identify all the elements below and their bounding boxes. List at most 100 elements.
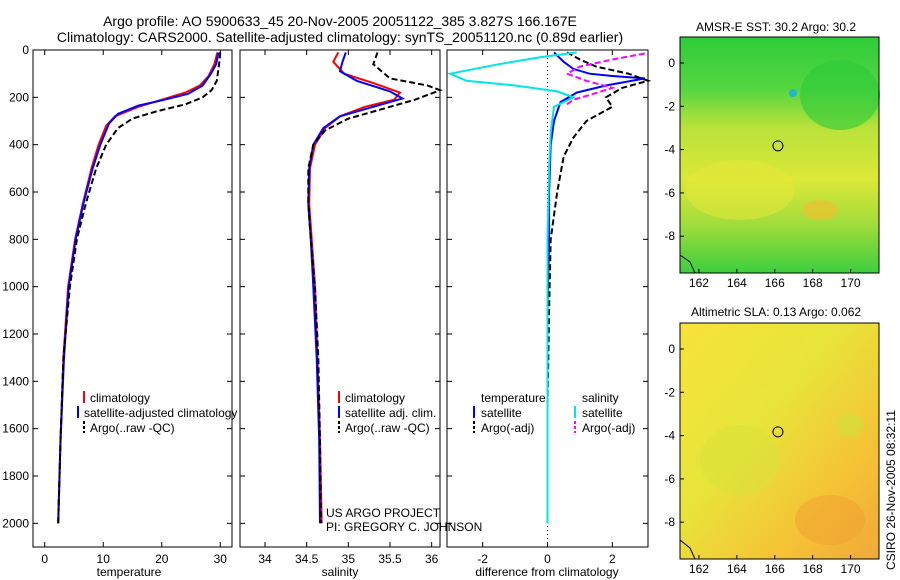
sst-map-yellow-patch: [685, 160, 795, 220]
series-line-climatology: [308, 51, 402, 524]
series-line-temperature-satellite: [546, 51, 645, 524]
salinity-legend: climatology satellite adj. clim. Argo(..…: [338, 391, 436, 435]
map-x-tick-label: 170: [841, 562, 861, 576]
y-tick-label: 1600: [2, 422, 29, 436]
difference-legend-temperature-header: temperature: [481, 391, 546, 405]
pi-annotation: PI: GREGORY C. JOHNSON: [326, 520, 482, 534]
difference-legend: temperature satellite Argo(-adj) salinit…: [473, 391, 635, 435]
difference-legend-salinity-header: salinity: [582, 391, 619, 405]
x-tick-label: 35: [342, 552, 356, 566]
x-tick-label: 0: [544, 552, 551, 566]
x-tick-label: 34.5: [295, 552, 319, 566]
map-x-tick-label: 164: [727, 562, 747, 576]
temperature-legend-climatology: climatology: [90, 391, 150, 405]
map-y-tick-label: -6: [664, 472, 675, 486]
y-tick-label: 200: [9, 90, 29, 104]
temperature-plot-area: 0 10 20 30 0 200 400 600 800 1000 1200 1400 1600 1800…: [2, 43, 232, 566]
argo-float-marker: [772, 140, 784, 152]
map-x-tick-label: 166: [765, 562, 785, 576]
sla-map-orange-patch: [795, 495, 865, 545]
argo-float-marker: [772, 426, 784, 438]
sst-map-cyan-spot: [789, 89, 797, 97]
project-annotation: US ARGO PROJECT: [326, 506, 441, 520]
x-tick-label: 36: [425, 552, 439, 566]
salinity-legend-climatology: climatology: [345, 391, 405, 405]
sla-map-title: Altimetric SLA: 0.13 Argo: 0.062: [691, 305, 861, 319]
temperature-legend-satellite: satellite-adjusted climatology: [84, 406, 237, 420]
sst-map-orange-patch: [802, 200, 838, 220]
sst-map-title: AMSR-E SST: 30.2 Argo: 30.2: [696, 20, 856, 34]
difference-legend-sal-argo: Argo(-adj): [582, 421, 635, 435]
sla-map-frame: [679, 322, 880, 560]
map-x-tick-label: 164: [727, 276, 747, 290]
salinity-axes-frame: [239, 49, 441, 548]
salinity-plot-area: 34 34.5 35 35.5 36: [240, 49, 443, 566]
difference-legend-temp-argo: Argo(-adj): [481, 421, 534, 435]
temperature-legend: climatology satellite-adjusted climatolo…: [77, 391, 237, 435]
difference-xlabel: difference from climatology: [475, 565, 618, 579]
difference-panel: -2 0 2 difference from climatology tempera…: [446, 49, 652, 579]
map-x-tick-label: 166: [765, 276, 785, 290]
title-line-1: Argo profile: AO 5900633_45 20-Nov-2005 …: [103, 13, 577, 29]
difference-plot-area: -2 0 2: [446, 49, 652, 566]
sla-map-overlay: 162 164 166 168 170 0 -2 -4 -6 -8: [664, 342, 861, 576]
map-y-tick-label: -8: [664, 515, 675, 529]
map-x-tick-label: 162: [689, 276, 709, 290]
map-y-tick-label: -2: [664, 385, 675, 399]
sla-map-green-spot: [836, 413, 864, 437]
salinity-legend-satellite: satellite adj. clim.: [345, 406, 436, 420]
map-y-tick-label: 0: [668, 56, 675, 70]
series-line-temperature-argo-adj-: [546, 51, 652, 524]
x-tick-label: -2: [477, 552, 488, 566]
y-tick-label: 0: [22, 43, 29, 57]
series-line-argo-raw-qc-: [307, 52, 443, 524]
sst-map-panel: AMSR-E SST: 30.2 Argo: 30.2 162 164 166 168…: [664, 20, 880, 290]
map-y-tick-label: 0: [668, 342, 675, 356]
map-y-tick-label: -4: [664, 429, 675, 443]
sst-map-overlay: 162 164 166 168 170 0 -2 -4 -6 -8: [664, 56, 861, 290]
x-tick-label: 34: [258, 552, 272, 566]
footer-timestamp: CSIRO 26-Nov-2005 08:32:11: [884, 410, 898, 570]
sla-map-green-patch: [700, 425, 780, 495]
x-tick-label: 0: [41, 552, 48, 566]
y-tick-label: 800: [9, 232, 29, 246]
map-x-tick-label: 168: [803, 276, 823, 290]
salinity-panel: 34 34.5 35 35.5 36 salinity climatology sate…: [239, 49, 482, 579]
y-tick-label: 1200: [2, 327, 29, 341]
series-line-climatology: [57, 52, 219, 524]
x-tick-label: 35.5: [378, 552, 402, 566]
map-y-tick-label: -8: [664, 229, 675, 243]
sst-map-warm-patch: [800, 60, 880, 130]
temperature-legend-argo: Argo(..raw -QC): [90, 421, 175, 435]
series-line-argo-raw-qc-: [57, 52, 222, 524]
difference-legend-sal-satellite: satellite: [582, 406, 623, 420]
temperature-panel: 0 10 20 30 0 200 400 600 800 1000 1200 1400 1600 1800…: [2, 43, 237, 579]
sla-map-panel: Altimetric SLA: 0.13 Argo: 0.062 162 164 1…: [664, 305, 880, 576]
series-line-salinity-satellite: [446, 51, 577, 524]
y-tick-label: 2000: [2, 516, 29, 530]
series-line-satellite-adjusted-climatology: [57, 52, 220, 524]
map-x-tick-label: 162: [689, 562, 709, 576]
y-tick-label: 1400: [2, 374, 29, 388]
sst-map-frame: [679, 36, 880, 274]
x-tick-label: 10: [97, 552, 111, 566]
y-tick-label: 400: [9, 138, 29, 152]
y-tick-label: 600: [9, 185, 29, 199]
map-y-tick-label: -4: [664, 143, 675, 157]
difference-legend-temp-satellite: satellite: [481, 406, 522, 420]
x-tick-label: 20: [155, 552, 169, 566]
temperature-axes-frame: [32, 49, 233, 548]
x-tick-label: 2: [609, 552, 616, 566]
salinity-legend-argo: Argo(..raw -QC): [345, 421, 430, 435]
temperature-xlabel: temperature: [97, 565, 162, 579]
x-tick-label: 30: [214, 552, 228, 566]
y-tick-label: 1000: [2, 280, 29, 294]
map-x-tick-label: 170: [841, 276, 861, 290]
y-tick-label: 1800: [2, 469, 29, 483]
salinity-xlabel: salinity: [322, 565, 359, 579]
map-y-tick-label: -2: [664, 99, 675, 113]
series-line-satellite-adj-clim-: [307, 52, 406, 524]
series-line-salinity-argo-adj-: [564, 52, 645, 106]
map-y-tick-label: -6: [664, 186, 675, 200]
